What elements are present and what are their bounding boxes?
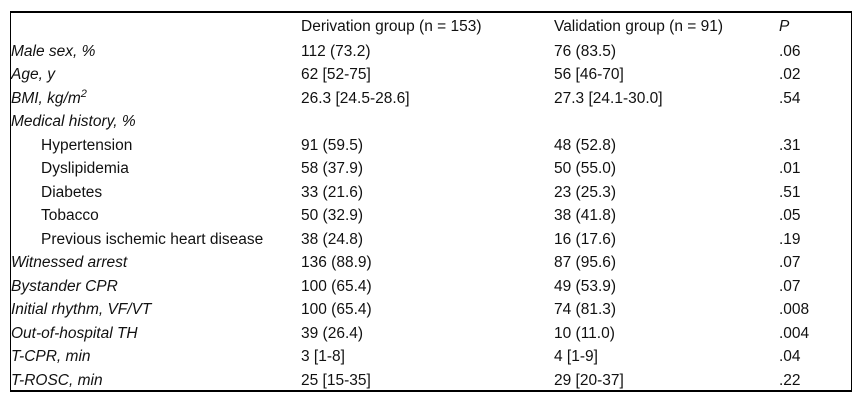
derivation-value: 100 (65.4) xyxy=(301,277,372,295)
derivation-value: 50 (32.9) xyxy=(301,207,364,225)
row-label: Bystander CPR xyxy=(11,277,118,295)
header-derivation-group: Derivation group (n = 153) xyxy=(301,17,482,35)
row-label: Initial rhythm, VF/VT xyxy=(11,301,152,319)
row-label: Diabetes xyxy=(41,183,103,201)
header-p-value: P xyxy=(779,17,790,35)
derivation-value: 26.3 [24.5-28.6] xyxy=(301,89,410,107)
table-row: Medical history, % xyxy=(11,111,853,135)
validation-value: 48 (52.8) xyxy=(554,136,617,154)
derivation-value: 62 [52-75] xyxy=(301,66,371,84)
validation-value: 49 (53.9) xyxy=(554,277,617,295)
paper-table: Derivation group (n = 153) Validation gr… xyxy=(11,13,853,393)
validation-value: 56 [46-70] xyxy=(554,66,624,84)
derivation-value: 39 (26.4) xyxy=(301,324,364,342)
validation-value: 50 (55.0) xyxy=(554,160,617,178)
p-value: .01 xyxy=(779,160,801,178)
table-row: Diabetes 33 (21.6) 23 (25.3) .51 xyxy=(11,181,853,205)
validation-value: 10 (11.0) xyxy=(554,324,615,342)
validation-value: 27.3 [24.1-30.0] xyxy=(554,89,663,107)
row-label: Previous ischemic heart disease xyxy=(41,230,264,248)
table-row: Bystander CPR 100 (65.4) 49 (53.9) .07 xyxy=(11,275,853,299)
row-label: Dyslipidemia xyxy=(41,160,129,178)
table-row: Previous ischemic heart disease 38 (24.8)… xyxy=(11,228,853,252)
derivation-value: 58 (37.9) xyxy=(301,160,364,178)
p-value: .22 xyxy=(779,371,801,389)
row-label: T-ROSC, min xyxy=(11,371,103,389)
validation-value: 16 (17.6) xyxy=(554,230,617,248)
table-row: BMI, kg/m2 26.3 [24.5-28.6] 27.3 [24.1-30.… xyxy=(11,87,853,111)
derivation-value: 136 (88.9) xyxy=(301,254,372,272)
p-value: .54 xyxy=(779,89,801,107)
table-row: Witnessed arrest 136 (88.9) 87 (95.6) .07 xyxy=(11,252,853,276)
validation-value xyxy=(554,111,779,135)
validation-value: 87 (95.6) xyxy=(554,254,617,272)
table-row: Hypertension 91 (59.5) 48 (52.8) .31 xyxy=(11,134,853,158)
p-value: .004 xyxy=(779,324,810,342)
validation-value: 23 (25.3) xyxy=(554,183,617,201)
table-row: T-ROSC, min 25 [15-35] 29 [20-37] .22 xyxy=(11,369,853,393)
p-value: .51 xyxy=(779,183,801,201)
p-value: .07 xyxy=(779,277,801,295)
table-row: Initial rhythm, VF/VT 100 (65.4) 74 (81.3)… xyxy=(11,299,853,323)
p-value: .31 xyxy=(779,136,801,154)
derivation-value: 100 (65.4) xyxy=(301,301,372,319)
table-row: Dyslipidemia 58 (37.9) 50 (55.0) .01 xyxy=(11,158,853,182)
row-label: Medical history, % xyxy=(11,113,136,131)
row-label: Male sex, % xyxy=(11,42,96,60)
table-row: Tobacco 50 (32.9) 38 (41.8) .05 xyxy=(11,205,853,229)
p-value: .02 xyxy=(779,66,801,84)
table-row: T-CPR, min 3 [1-8] 4 [1-9] .04 xyxy=(11,346,853,370)
row-label: BMI, kg/m2 xyxy=(11,87,87,107)
row-label: Age, y xyxy=(11,66,55,84)
derivation-value: 25 [15-35] xyxy=(301,371,371,389)
row-label: Witnessed arrest xyxy=(11,254,128,272)
validation-value: 38 (41.8) xyxy=(554,207,617,225)
derivation-value: 112 (73.2) xyxy=(301,42,371,60)
derivation-value: 91 (59.5) xyxy=(301,136,364,154)
row-label: Hypertension xyxy=(41,136,133,154)
table-body: Male sex, % 112 (73.2) 76 (83.5) .06 Age, y 6… xyxy=(11,40,853,393)
p-value: .04 xyxy=(779,348,801,366)
row-label: T-CPR, min xyxy=(11,348,91,366)
derivation-value: 38 (24.8) xyxy=(301,230,364,248)
table-row: Out-of-hospital TH 39 (26.4) 10 (11.0) .004 xyxy=(11,322,853,346)
derivation-value: 33 (21.6) xyxy=(301,183,364,201)
derivation-value xyxy=(301,111,554,135)
header-validation-group: Validation group (n = 91) xyxy=(554,17,724,35)
row-label: Out-of-hospital TH xyxy=(11,324,138,342)
row-label-superscript: 2 xyxy=(80,87,87,100)
p-value: .06 xyxy=(779,42,801,60)
validation-value: 76 (83.5) xyxy=(554,42,617,60)
table-header-row: Derivation group (n = 153) Validation gr… xyxy=(11,13,853,40)
table-row: Age, y 62 [52-75] 56 [46-70] .02 xyxy=(11,64,853,88)
validation-value: 4 [1-9] xyxy=(554,348,598,366)
header-label-spacer xyxy=(11,13,301,40)
baseline-characteristics-table: Derivation group (n = 153) Validation gr… xyxy=(10,11,852,392)
validation-value: 74 (81.3) xyxy=(554,301,617,319)
row-label: Tobacco xyxy=(41,207,99,225)
p-value: .19 xyxy=(779,230,801,248)
p-value: .05 xyxy=(779,207,801,225)
validation-value: 29 [20-37] xyxy=(554,371,624,389)
p-value: .008 xyxy=(779,301,810,319)
p-value xyxy=(779,111,853,135)
p-value: .07 xyxy=(779,254,801,272)
derivation-value: 3 [1-8] xyxy=(301,348,345,366)
table-row: Male sex, % 112 (73.2) 76 (83.5) .06 xyxy=(11,40,853,64)
